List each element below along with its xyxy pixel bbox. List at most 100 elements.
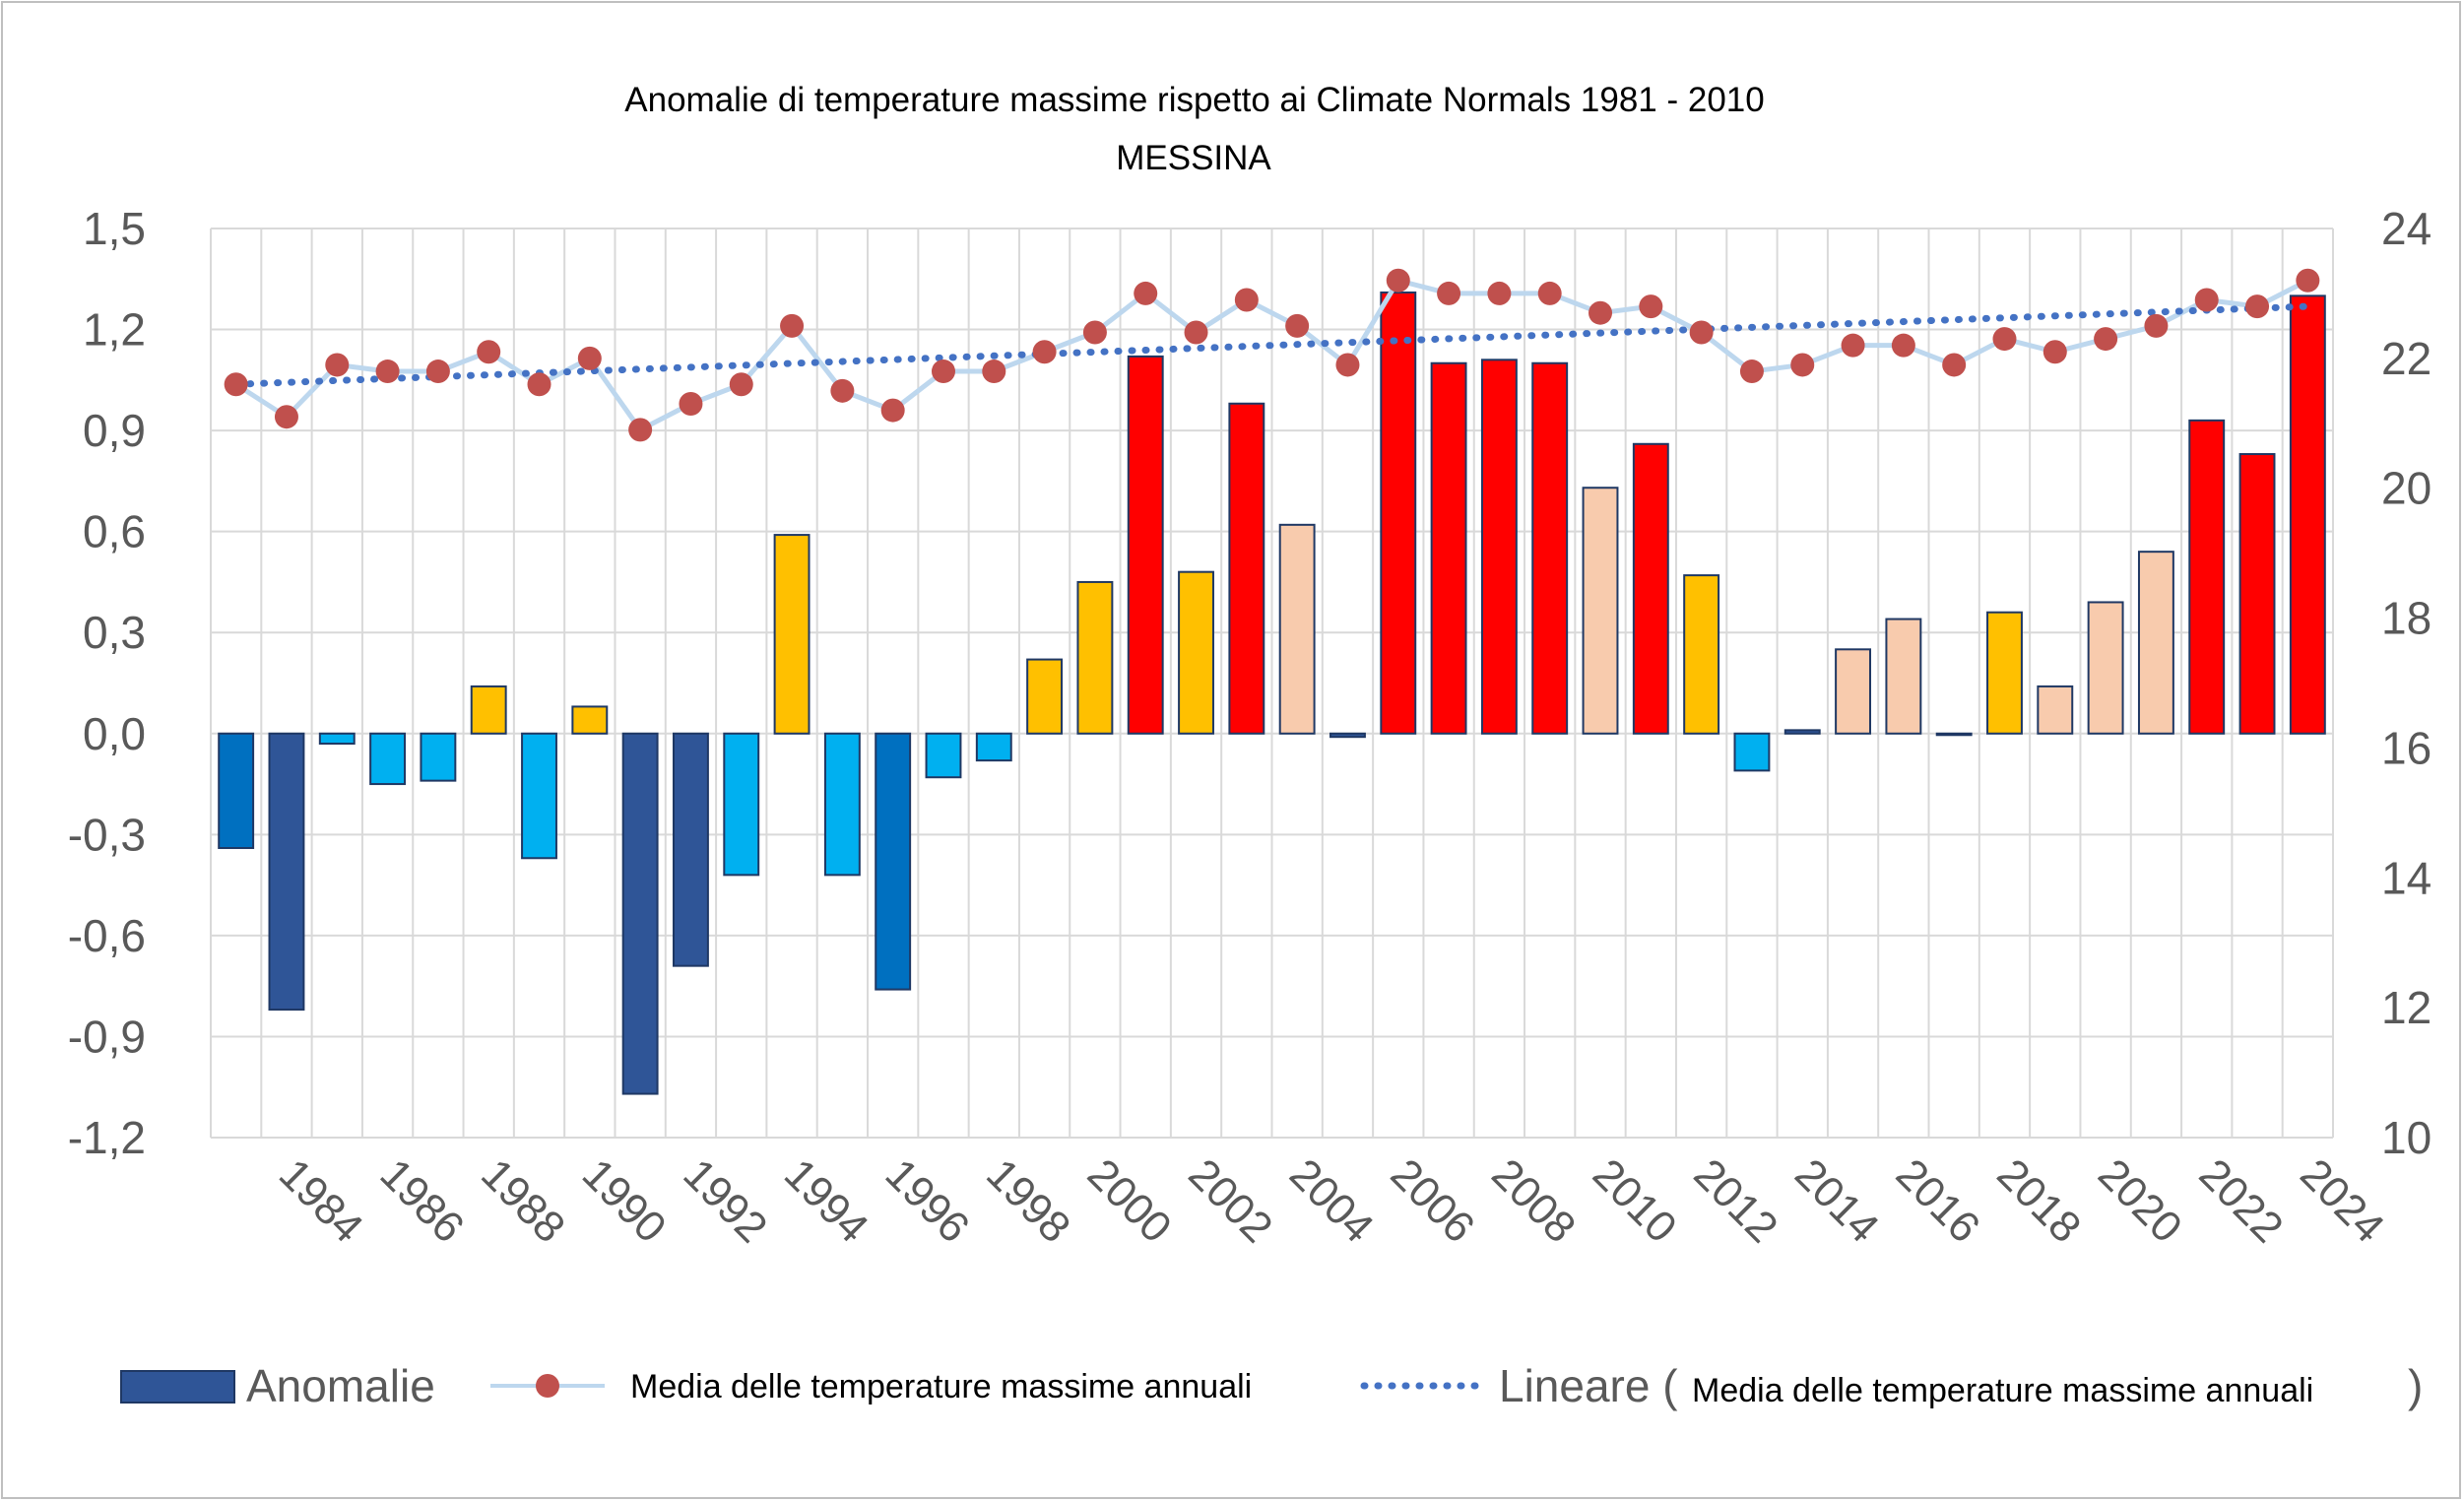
media-marker (1487, 281, 1512, 305)
anomaly-bar (1582, 487, 1619, 735)
anomaly-bar (1683, 574, 1720, 735)
legend: Anomalie Media delle temperature massime… (120, 1360, 2423, 1411)
anomaly-bar (925, 732, 962, 779)
media-marker (1537, 281, 1562, 305)
media-marker (527, 372, 551, 397)
legend-trend-series-name: Media delle temperature massime annuali (1692, 1372, 2313, 1409)
markers (224, 268, 2320, 442)
anomaly-bar (2238, 453, 2276, 735)
anomaly-bar (1127, 355, 1164, 735)
chart-title: Anomalie di temperature massime rispetto… (624, 81, 1764, 119)
media-marker (1386, 268, 1410, 293)
anomaly-bar (773, 534, 811, 735)
y-left-tick-label: 0,0 (83, 708, 146, 759)
x-axis: 1984198619881990199219941996199820002002… (270, 1149, 2393, 1252)
media-marker (2296, 268, 2320, 293)
media-marker (679, 392, 703, 417)
x-tick-label: 1988 (472, 1149, 574, 1252)
media-marker (2094, 327, 2118, 352)
y-right-tick-label: 12 (2381, 982, 2432, 1033)
x-tick-label: 2024 (2291, 1149, 2393, 1252)
trend-line (232, 302, 2311, 388)
media-marker (1891, 333, 1915, 358)
anomaly-bar (1430, 361, 1467, 735)
media-marker (931, 359, 955, 384)
anomaly-bar (1178, 570, 1214, 735)
chart-subtitle: MESSINA (1116, 139, 1271, 177)
anomaly-bar (1076, 580, 1114, 735)
legend-media-marker (536, 1374, 559, 1398)
anomaly-bar (2137, 551, 2174, 735)
x-tick-label: 2022 (2190, 1149, 2293, 1252)
y-left-tick-label: -1,2 (68, 1112, 146, 1163)
media-marker (274, 405, 298, 429)
x-tick-label: 2014 (1785, 1149, 1888, 1252)
anomaly-bar (1935, 732, 1973, 737)
anomaly-bar (218, 732, 255, 850)
anomaly-bar (1228, 402, 1265, 735)
anomaly-bar (1480, 359, 1518, 735)
y-right-tick-label: 18 (2381, 593, 2432, 644)
media-marker (1234, 288, 1259, 312)
media-marker (477, 340, 501, 364)
anomaly-bar (1885, 618, 1922, 735)
y-right-tick-label: 22 (2381, 333, 2432, 384)
anomaly-bar (2289, 294, 2326, 735)
media-marker (2043, 340, 2067, 364)
media-marker (2144, 313, 2169, 338)
x-tick-label: 2018 (1987, 1149, 2090, 1252)
trendline (232, 302, 2311, 388)
anomaly-bar (621, 732, 659, 1095)
media-marker (1942, 353, 1967, 377)
anomaly-bar (1835, 648, 1872, 735)
bars (218, 291, 2326, 1095)
grid (210, 228, 2334, 1139)
anomaly-bar (875, 732, 912, 991)
media-marker (2245, 294, 2270, 319)
anomaly-bar (420, 732, 457, 782)
anomaly-bar (1329, 732, 1366, 739)
y-axis-left: 1,5 1,2 0,9 0,6 0,3 0,0 -0,3 -0,6 -0,9 -1,2 (68, 203, 146, 1163)
x-tick-label: 2020 (2089, 1149, 2191, 1252)
y-left-tick-label: 1,5 (83, 203, 146, 254)
anomaly-bar (2037, 685, 2074, 735)
y-right-tick-label: 20 (2381, 463, 2432, 514)
media-marker (982, 359, 1006, 384)
media-marker (1285, 313, 1310, 338)
y-left-tick-label: -0,9 (68, 1011, 146, 1062)
legend-anomalie-swatch (120, 1370, 235, 1404)
y-right-tick-label: 24 (2381, 203, 2432, 254)
media-marker (1437, 281, 1461, 305)
anomaly-bar (571, 705, 609, 735)
y-axis-right: 24 22 20 18 16 14 12 10 (2381, 203, 2432, 1163)
y-left-tick-label: 0,9 (83, 405, 146, 456)
media-marker (224, 372, 248, 397)
media-marker (1134, 281, 1158, 305)
media-marker (1790, 353, 1815, 377)
y-left-tick-label: 0,3 (83, 607, 146, 658)
anomaly-bar (975, 732, 1012, 762)
y-left-tick-label: 1,2 (83, 304, 146, 356)
x-tick-label: 2006 (1382, 1149, 1484, 1252)
media-marker (2194, 288, 2219, 312)
media-marker (1739, 359, 1764, 384)
x-tick-label: 1992 (674, 1149, 776, 1252)
media-marker (1032, 340, 1057, 364)
media-marker (880, 398, 905, 423)
x-tick-label: 2012 (1685, 1149, 1787, 1252)
anomaly-bar (2087, 601, 2124, 735)
y-left-tick-label: 0,6 (83, 506, 146, 557)
legend-anomalie-label: Anomalie (246, 1360, 435, 1411)
media-marker (325, 353, 350, 377)
anomaly-bar (521, 732, 557, 860)
x-tick-label: 1998 (977, 1149, 1079, 1252)
media-marker (1589, 300, 1613, 325)
anomaly-bar (1986, 611, 2023, 735)
legend-media-label: Media delle temperature massime annuali (630, 1368, 1252, 1405)
y-right-tick-label: 10 (2381, 1112, 2432, 1163)
anomaly-bar (1531, 361, 1569, 735)
media-marker (375, 359, 400, 384)
y-left-tick-label: -0,3 (68, 809, 146, 860)
